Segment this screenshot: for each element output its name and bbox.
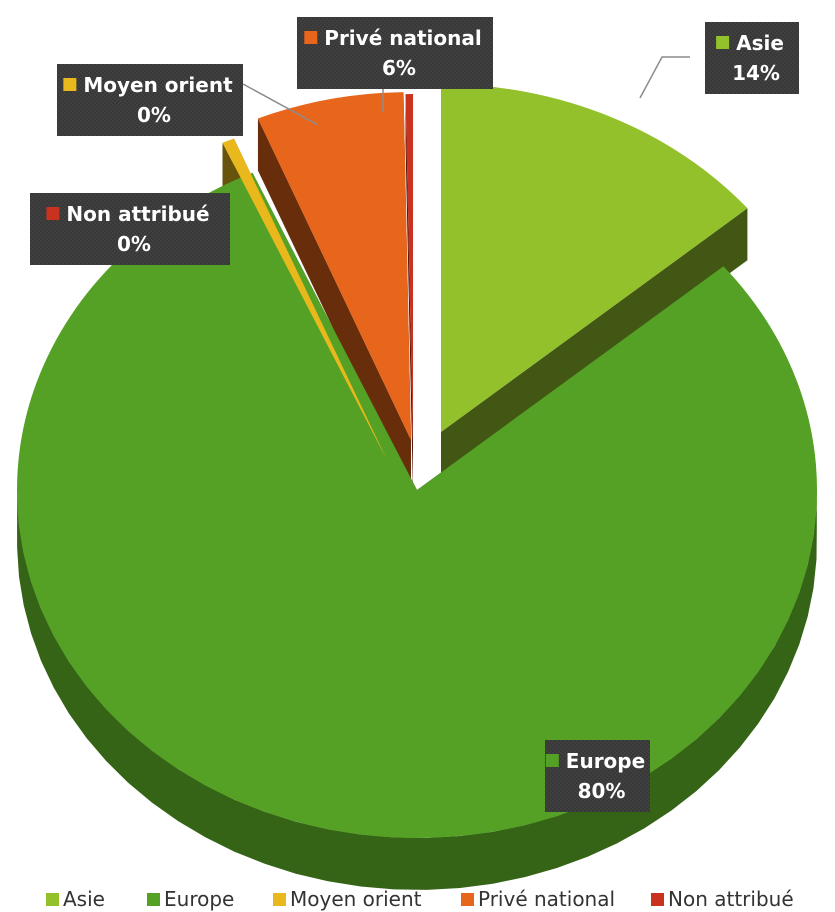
data-label-box: [297, 17, 493, 89]
data-label-pct: 14%: [732, 61, 780, 85]
legend-label: Asie: [63, 887, 105, 911]
data-labels: Asie 14% Europe 80% Moyen orient 0% Privé nati…: [30, 17, 799, 812]
data-label-moyen-orient: Moyen orient 0%: [57, 64, 243, 136]
data-label-key: [63, 78, 77, 91]
data-label-box: [57, 64, 243, 136]
data-label-name: Non attribué: [66, 202, 209, 226]
slice-non-attribue: [405, 94, 413, 442]
legend-label: Privé national: [478, 887, 615, 911]
data-label-key: [46, 207, 60, 220]
data-label-key: [545, 754, 559, 767]
data-label-box: [545, 740, 650, 812]
legend-swatch: [273, 893, 286, 906]
legend-item-moyen-orient: Moyen orient: [273, 887, 422, 911]
legend-item-asie: Asie: [46, 887, 105, 911]
data-label-non-attribue: Non attribué 0%: [30, 193, 230, 265]
slice-asie: [441, 84, 748, 432]
data-label-box: [30, 193, 230, 265]
slice-face-non-attribue-0: [405, 94, 413, 494]
slice-face-prive-national-0: [257, 118, 411, 492]
legend-swatch: [147, 893, 160, 906]
data-label-asie: Asie 14%: [705, 22, 799, 94]
legend-item-non-attribue: Non attribué: [651, 887, 794, 911]
slice-face-asie-1: [441, 208, 748, 484]
data-label-key: [716, 36, 730, 49]
data-label-pct: 80%: [578, 779, 626, 803]
data-label-name: Europe: [566, 749, 645, 773]
legend-item-prive-national: Privé national: [461, 887, 615, 911]
legend-label: Moyen orient: [290, 887, 422, 911]
legend-label: Europe: [164, 887, 234, 911]
legend: Asie Europe Moyen orient Privé national Non …: [46, 887, 794, 911]
slice-moyen-orient: [222, 138, 387, 460]
data-label-name: Privé national: [324, 26, 481, 50]
data-label-europe: Europe 80%: [545, 740, 650, 812]
legend-swatch: [46, 893, 59, 906]
data-label-prive-national: Privé national 6%: [297, 17, 493, 89]
legend-label: Non attribué: [668, 887, 794, 911]
data-label-box: [705, 22, 799, 94]
leader-line-moyen-orient: [242, 83, 319, 126]
data-label-name: Moyen orient: [83, 73, 233, 97]
leader-line-asie: [639, 56, 690, 99]
slice-tops: [17, 84, 818, 839]
data-label-key: [304, 31, 318, 44]
data-label-name: Asie: [736, 31, 784, 55]
data-label-pct: 6%: [382, 56, 416, 80]
legend-item-europe: Europe: [147, 887, 234, 911]
data-label-pct: 0%: [117, 232, 151, 256]
slice-prive-national: [257, 92, 411, 440]
slice-europe: [17, 172, 818, 839]
data-label-pct: 0%: [137, 103, 171, 127]
label-leaders: [242, 56, 690, 126]
legend-swatch: [461, 893, 474, 906]
legend-swatch: [651, 893, 664, 906]
